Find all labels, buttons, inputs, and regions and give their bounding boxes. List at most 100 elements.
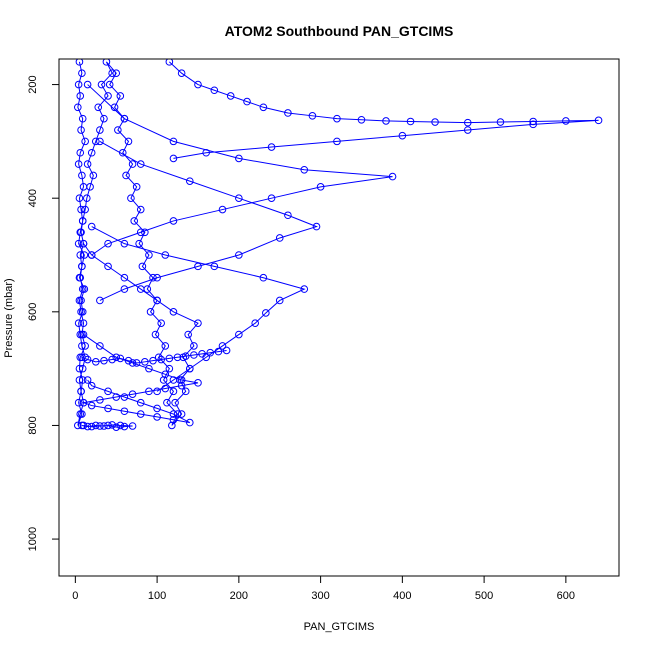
data-point xyxy=(169,410,178,418)
data-point xyxy=(124,356,133,365)
data-point xyxy=(184,330,192,339)
data-point xyxy=(136,285,145,293)
data-point xyxy=(190,342,198,350)
x-tick-label: 400 xyxy=(393,590,411,602)
data-point xyxy=(112,353,121,362)
data-point xyxy=(83,355,92,364)
data-point xyxy=(529,120,537,129)
data-point xyxy=(120,239,129,248)
data-point xyxy=(171,398,179,407)
data-point xyxy=(496,118,505,126)
data-point xyxy=(89,171,98,180)
data-point xyxy=(114,126,122,134)
data-point xyxy=(300,165,309,174)
data-point xyxy=(235,154,243,163)
x-tick-label: 100 xyxy=(148,590,166,602)
data-point xyxy=(87,422,96,431)
data-point xyxy=(74,80,83,89)
data-point xyxy=(128,390,137,399)
data-point xyxy=(86,183,94,191)
data-point xyxy=(316,183,325,191)
series-6 xyxy=(78,346,231,367)
data-point xyxy=(177,381,186,390)
data-point xyxy=(463,118,472,127)
data-point xyxy=(124,137,133,146)
data-point xyxy=(161,370,170,379)
data-point xyxy=(141,358,149,366)
data-point xyxy=(80,285,89,293)
data-point xyxy=(398,131,407,140)
data-point xyxy=(149,356,157,365)
data-point xyxy=(87,401,96,410)
data-point xyxy=(165,364,174,373)
x-axis-label: PAN_GTCIMS xyxy=(304,621,375,633)
data-point xyxy=(78,262,86,271)
data-point xyxy=(80,251,89,259)
data-point xyxy=(157,319,165,327)
data-point xyxy=(116,354,125,363)
series-1 xyxy=(165,59,603,163)
data-point xyxy=(104,387,112,396)
data-point xyxy=(100,422,108,430)
x-tick-label: 300 xyxy=(311,590,329,602)
data-point xyxy=(112,393,121,401)
plot-content xyxy=(74,59,603,431)
data-point xyxy=(300,285,309,293)
data-point xyxy=(81,137,89,146)
data-point xyxy=(81,353,89,362)
series-line xyxy=(91,226,306,392)
data-point xyxy=(79,330,88,339)
data-point xyxy=(83,422,92,431)
data-point xyxy=(77,205,85,214)
x-tick-label: 500 xyxy=(475,590,493,602)
data-point xyxy=(186,364,194,373)
data-point xyxy=(75,364,84,373)
data-point xyxy=(235,194,243,202)
data-point xyxy=(226,92,235,100)
data-point xyxy=(186,418,194,427)
data-point xyxy=(87,251,96,259)
series-line xyxy=(81,424,133,428)
data-point xyxy=(83,160,92,168)
data-point xyxy=(284,109,292,117)
data-point xyxy=(78,364,87,373)
data-point xyxy=(136,160,145,168)
data-point xyxy=(132,183,141,191)
data-point xyxy=(128,160,137,168)
data-point xyxy=(120,422,129,431)
data-point xyxy=(108,421,116,429)
data-point xyxy=(218,205,227,214)
data-point xyxy=(463,126,472,134)
data-point xyxy=(194,80,202,89)
series-line xyxy=(87,84,393,256)
data-point xyxy=(165,354,174,363)
data-point xyxy=(75,59,84,66)
data-point xyxy=(74,421,82,430)
data-point xyxy=(177,376,186,384)
data-point xyxy=(169,137,178,146)
data-point xyxy=(157,355,165,364)
data-point xyxy=(194,319,202,327)
data-point xyxy=(165,59,174,66)
x-tick-label: 200 xyxy=(230,590,248,602)
data-point xyxy=(145,251,153,259)
data-point xyxy=(96,296,104,305)
data-point xyxy=(122,171,130,180)
data-point xyxy=(169,154,178,163)
data-point xyxy=(284,211,292,220)
series-line xyxy=(99,140,319,301)
data-point xyxy=(198,350,206,358)
data-point xyxy=(259,273,268,282)
data-point xyxy=(562,117,570,125)
data-point xyxy=(145,364,153,373)
x-tick-label: 600 xyxy=(557,590,575,602)
data-point xyxy=(181,387,190,396)
y-axis: 200 400 600 800 1000 xyxy=(27,75,60,551)
data-point xyxy=(153,404,161,413)
data-point xyxy=(529,117,537,126)
data-point xyxy=(275,234,284,242)
x-tick-label: 0 xyxy=(72,590,78,602)
data-point xyxy=(77,296,85,305)
data-point xyxy=(235,251,243,259)
data-point xyxy=(87,381,96,390)
